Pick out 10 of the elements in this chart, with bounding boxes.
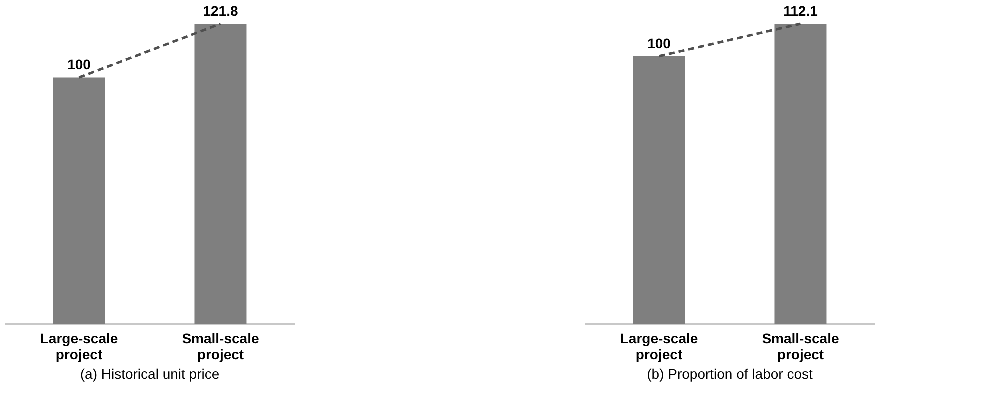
x-tick-label: Large-scale project — [620, 330, 698, 362]
text: (a) Historical unit price — [80, 366, 220, 382]
x-tick-label: Large-scale project — [40, 330, 118, 362]
x-tick-label: Small-scale project — [762, 330, 840, 362]
data-label: 100 — [68, 56, 92, 73]
text: (b) Proportion of labor cost — [647, 366, 813, 382]
data-label: 112.1 — [784, 3, 818, 19]
data-label: 100 — [648, 35, 672, 52]
x-tick-label: Small-scale project — [182, 330, 260, 362]
data-label: 121.8 — [203, 3, 238, 19]
